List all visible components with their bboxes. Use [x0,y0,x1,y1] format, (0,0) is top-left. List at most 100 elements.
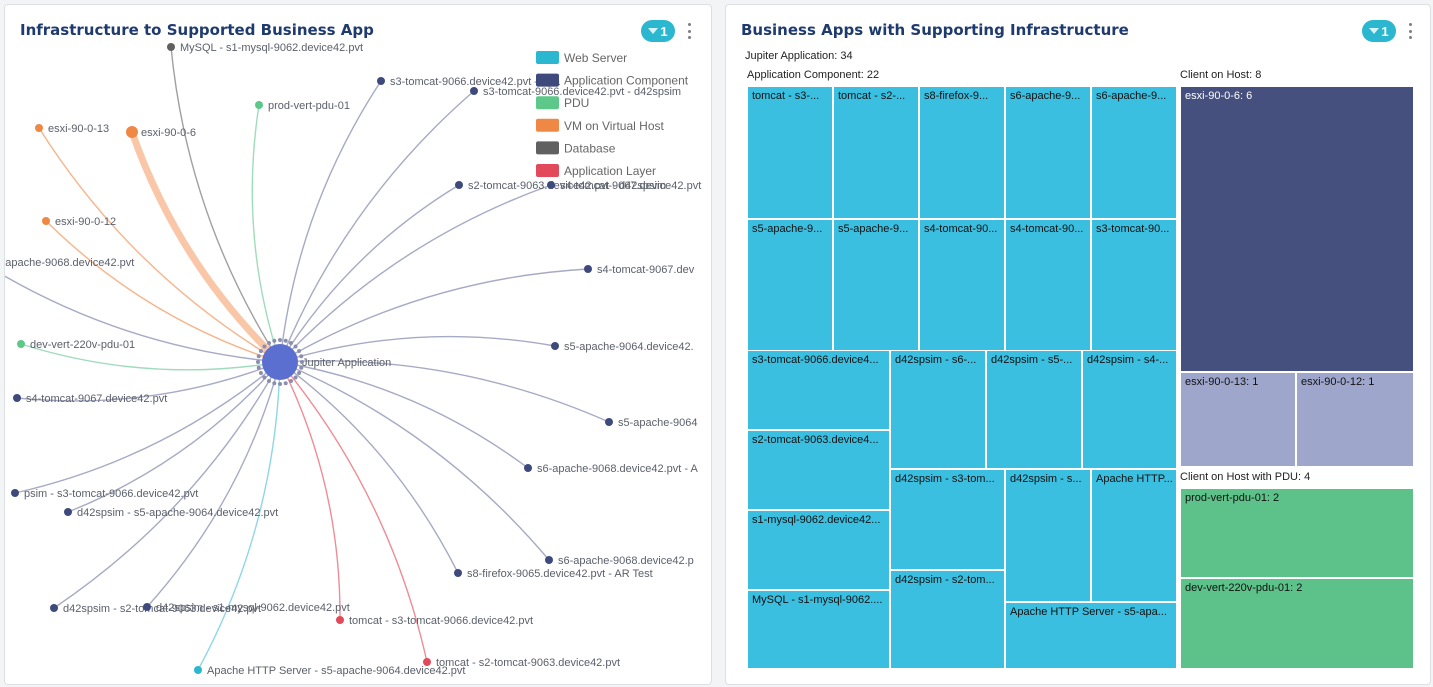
graph-node-dot[interactable] [167,43,175,51]
treemap-tile-app-component[interactable]: s6-apache-9... [1005,86,1091,219]
legend-item[interactable]: VM on Virtual Host [536,118,664,133]
treemap-tile-app-component[interactable]: Apache HTTP Server - s5-apa... [1005,602,1177,669]
graph-node-dot[interactable] [551,342,559,350]
graph-node-label: Apache HTTP Server - s5-apache-9064.devi… [207,665,465,677]
graph-node-dot[interactable] [17,340,25,348]
edge-arrow [262,344,267,349]
graph-node[interactable]: s6-apache-9068.device42.pvt [5,257,134,269]
treemap-tile-app-component[interactable]: tomcat - s3-... [747,86,833,219]
graph-node-dot[interactable] [35,124,43,132]
graph-node-label: dev-vert-220v-pdu-01 [30,339,135,351]
graph-node-dot[interactable] [423,658,431,666]
graph-node-dot[interactable] [11,489,19,497]
edge-arrow [258,371,263,375]
treemap-tile-app-component[interactable]: Apache HTTP... [1091,469,1177,602]
edge-arrow [256,360,260,364]
edge-arrow [289,340,293,345]
treemap-tile-app-component[interactable]: s8-firefox-9... [919,86,1005,219]
graph-edge [45,220,281,363]
graph-node[interactable]: s5-apache-9064.device42. [551,341,694,353]
graph-node[interactable]: s3-tomcat-9066.device42.pvt - Apa [377,76,561,88]
graph-node-dot[interactable] [126,126,138,138]
treemap-tile-app-component[interactable]: s1-mysql-9062.device42... [747,510,890,590]
legend-item[interactable]: PDU [536,96,589,110]
graph-node-label: tomcat - s2-tomcat-9063.device42.pvt [436,657,620,669]
graph-node[interactable]: s2-tomcat-9063.device42.pvt - d42spsim [455,180,666,192]
graph-node[interactable]: s6-apache-9068.device42.pvt - A [524,463,698,475]
legend-item[interactable]: Web Server [536,51,627,65]
edge-arrow [278,338,282,342]
treemap-tile-pdu[interactable]: dev-vert-220v-pdu-01: 2 [1180,578,1414,669]
graph-node[interactable]: esxi-90-0-6 [126,126,196,139]
treemap-tile-app-component[interactable]: d42spsim - s... [1005,469,1091,602]
legend-item[interactable]: Application Component [536,73,689,88]
treemap-tile-host[interactable]: esxi-90-0-6: 6 [1180,86,1414,372]
graph-node-dot[interactable] [470,87,478,95]
graph-node[interactable]: s4-tomcat-9067.device42.pvt [13,393,167,405]
treemap-tile-pdu[interactable]: prod-vert-pdu-01: 2 [1180,488,1414,578]
graph-edge [128,130,283,365]
treemap-tile-app-component[interactable]: s5-apache-9... [833,219,919,352]
center-node[interactable] [262,344,298,380]
graph-node[interactable]: d42spsim - s5-apache-9064.device42.pvt [64,507,278,519]
graph-node[interactable]: d42spsim - s1-mysql-9062.device42.pvt [143,602,350,614]
treemap-tile-app-component[interactable]: d42spsim - s5-... [986,350,1082,469]
more-options-icon[interactable] [684,21,694,41]
legend-item[interactable]: Database [536,141,616,155]
graph-node-dot[interactable] [13,394,21,402]
treemap-tile-app-component[interactable]: s3-tomcat-90... [1091,219,1177,352]
treemap-tile-app-component[interactable]: tomcat - s2-... [833,86,919,219]
graph-node[interactable]: prod-vert-pdu-01 [255,100,350,112]
graph-node-dot[interactable] [547,181,555,189]
graph-node[interactable]: s6-apache-9068.device42.p [545,555,694,567]
center-node-label: Jupiter Application [302,357,391,369]
graph-node-dot[interactable] [524,464,532,472]
treemap-tile-app-component[interactable]: s3-tomcat-9066.device4... [747,350,890,430]
graph-node-dot[interactable] [42,217,50,225]
graph-node-dot[interactable] [255,101,263,109]
graph-node[interactable]: dev-vert-220v-pdu-01 [17,339,135,351]
graph-node[interactable]: esxi-90-0-12 [42,216,116,228]
filter-badge[interactable]: 1 [1362,20,1396,42]
treemap-tile-app-component[interactable]: s4-tomcat-90... [1005,219,1091,352]
graph-node-dot[interactable] [50,604,58,612]
graph-node[interactable]: d42spsim - s2-tomcat-9063.device42.pvt [50,603,261,615]
graph-node[interactable]: tomcat - s3-tomcat-9066.device42.pvt [336,615,533,627]
legend-item[interactable]: Application Layer [536,164,656,178]
more-options-icon[interactable] [1405,21,1415,41]
graph-node-dot[interactable] [336,616,344,624]
treemap-tile-app-component[interactable]: MySQL - s1-mysql-9062.... [747,590,890,669]
graph-node[interactable]: s5-apache-9064 [605,417,698,429]
graph-node-dot[interactable] [605,418,613,426]
graph-node-dot[interactable] [584,265,592,273]
graph-node[interactable]: s8-firefox-9065.device42.pvt - AR Test [454,568,653,580]
graph-node-dot[interactable] [143,603,151,611]
treemap-tile-app-component[interactable]: s4-tomcat-90... [919,219,1005,352]
graph-node[interactable]: s4-tomcat-9067.device42.pvt [547,180,701,192]
treemap-tile-app-component[interactable]: d42spsim - s2-tom... [890,570,1005,669]
graph-node[interactable]: MySQL - s1-mysql-9062.device42.pvt [167,42,363,54]
treemap-tile-app-component[interactable]: d42spsim - s4-... [1082,350,1177,469]
graph-node[interactable]: psim - s3-tomcat-9066.device42.pvt [11,488,198,500]
graph-node[interactable]: s3-tomcat-9066.device42.pvt - d42spsim [470,86,681,98]
graph-node-dot[interactable] [377,77,385,85]
graph-node[interactable]: esxi-90-0-13 [35,123,109,135]
graph-node-dot[interactable] [545,556,553,564]
graph-node[interactable]: tomcat - s2-tomcat-9063.device42.pvt [423,657,620,669]
treemap-tile-host[interactable]: esxi-90-0-12: 1 [1296,372,1414,467]
treemap-tile-app-component[interactable]: s5-apache-9... [747,219,833,352]
edge-arrow [299,354,304,359]
graph-node-dot[interactable] [64,508,72,516]
treemap-tile-app-component[interactable]: s6-apache-9... [1091,86,1177,219]
graph-node[interactable]: s4-tomcat-9067.dev [584,264,695,276]
graph-node-dot[interactable] [455,181,463,189]
graph-node-dot[interactable] [194,666,202,674]
network-graph[interactable]: MySQL - s1-mysql-9062.device42.pvt s3-tom… [5,5,711,684]
treemap-tile-app-component[interactable]: d42spsim - s3-tom... [890,469,1005,570]
filter-badge[interactable]: 1 [641,20,675,42]
treemap-tile-host[interactable]: esxi-90-0-13: 1 [1180,372,1296,467]
graph-node[interactable]: Apache HTTP Server - s5-apache-9064.devi… [194,665,465,677]
graph-node-dot[interactable] [454,569,462,577]
treemap-tile-app-component[interactable]: s2-tomcat-9063.device4... [747,430,890,510]
treemap-tile-app-component[interactable]: d42spsim - s6-... [890,350,986,469]
